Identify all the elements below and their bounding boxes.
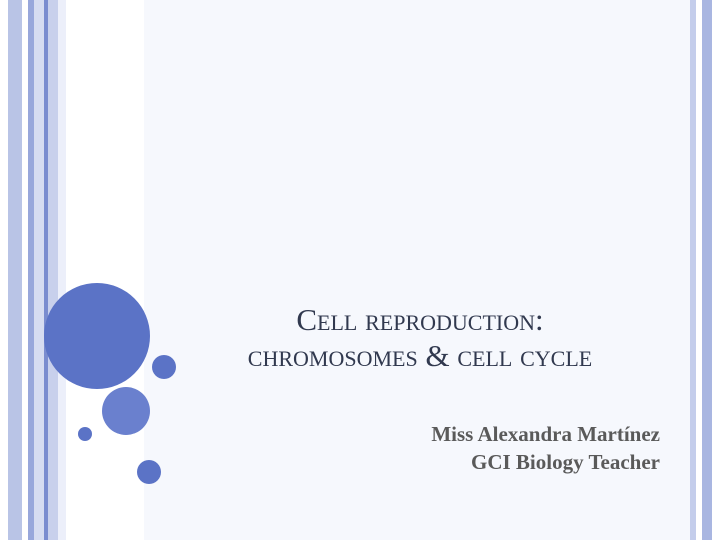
- decorative-circle-2: [102, 387, 150, 435]
- decorative-circle-3: [78, 427, 92, 441]
- stripe-1: [8, 0, 22, 540]
- stripe-12: [712, 0, 720, 540]
- title-line-2: chromosomes & cell cycle: [248, 338, 592, 373]
- subtitle-line-1: Miss Alexandra Martínez: [431, 422, 660, 446]
- subtitle-line-2: GCI Biology Teacher: [471, 450, 660, 474]
- stripe-11: [702, 0, 712, 540]
- stripe-6: [48, 0, 58, 540]
- slide-subtitle: Miss Alexandra Martínez GCI Biology Teac…: [260, 420, 660, 477]
- stripe-8: [66, 0, 144, 540]
- decorative-circle-4: [137, 460, 161, 484]
- stripe-4: [34, 0, 44, 540]
- slide: Cell reproduction: chromosomes & cell cy…: [0, 0, 720, 540]
- decorative-circle-0: [44, 283, 150, 389]
- stripe-0: [0, 0, 8, 540]
- stripe-7: [58, 0, 66, 540]
- slide-title: Cell reproduction: chromosomes & cell cy…: [170, 302, 670, 373]
- title-line-1: Cell reproduction:: [296, 302, 543, 337]
